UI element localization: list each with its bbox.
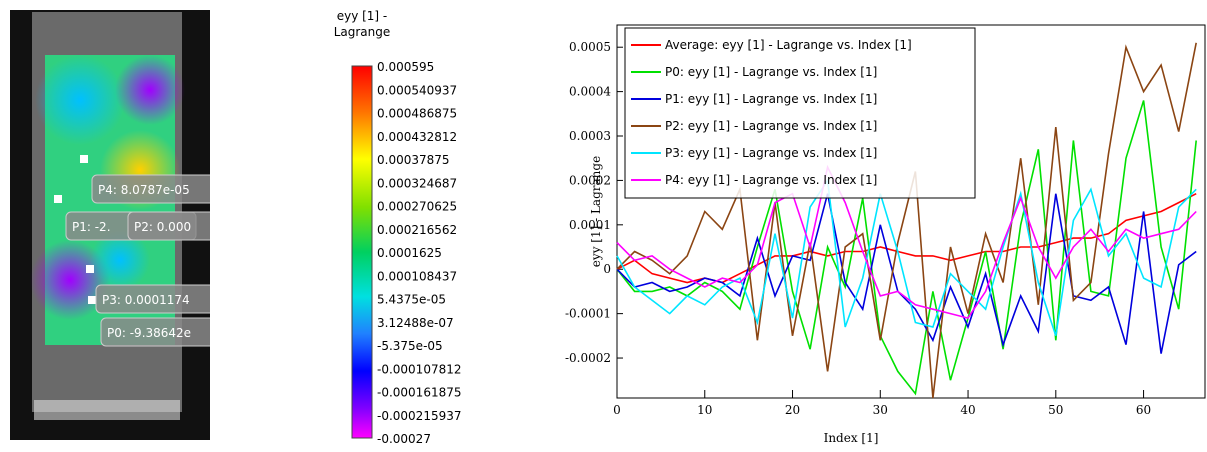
y-tick-label: -0.0002 (565, 351, 611, 365)
y-tick-label: 0.0003 (569, 129, 611, 143)
y-tick-label: -0.0001 (565, 307, 611, 321)
series-line (616, 164, 1197, 320)
chart: -0.0002 -0.0001 0 0.0001 0.0002 0.0003 0.0004 0… (565, 24, 1206, 445)
x-tick-label: 10 (697, 403, 712, 417)
colorbar-label: -0.000107812 (377, 362, 462, 376)
x-axis-label: Index [1] (824, 431, 879, 445)
colorbar-title: Lagrange (334, 25, 391, 39)
series-line (616, 42, 1197, 399)
colorbar-label: 0.000486875 (377, 107, 457, 121)
colorbar-label: 0.0001625 (377, 246, 442, 260)
point-label: P4: 8.0787e-05 (98, 183, 190, 197)
legend-label: Average: eyy [1] - Lagrange vs. Index [1… (665, 38, 912, 52)
colorbar-label: 5.4375e-05 (377, 293, 446, 307)
y-tick-label: 0.0004 (569, 85, 611, 99)
y-tick-label: 0.0005 (569, 40, 611, 54)
x-tick-label: 60 (1136, 403, 1151, 417)
legend-box (624, 27, 976, 199)
point-label: P3: 0.0001174 (102, 293, 190, 307)
point-label-box (91, 174, 210, 204)
colorbar-label: -0.000215937 (377, 409, 462, 423)
x-tick-label: 30 (873, 403, 888, 417)
colorbar-label: 0.000270625 (377, 200, 457, 214)
y-axis-label: eyy [1] - Lagrange (589, 156, 603, 267)
colorbar-label: 0.000324687 (377, 176, 457, 190)
colorbar-label: -0.00027 (377, 432, 431, 446)
y-tick-label: 0 (603, 262, 611, 276)
point-label: P2: 0.000 (134, 220, 191, 234)
point-label: P0: -9.38642e (107, 326, 191, 340)
legend-label: P1: eyy [1] - Lagrange vs. Index [1] (665, 92, 877, 106)
x-tick-label: 40 (960, 403, 975, 417)
colorbar-label: -5.375e-05 (377, 339, 443, 353)
legend-label: P4: eyy [1] - Lagrange vs. Index [1] (665, 173, 877, 187)
point-label-box (95, 284, 210, 314)
colorbar-label: 0.000216562 (377, 223, 457, 237)
x-tick-label: 20 (785, 403, 800, 417)
specimen-image: P4: 8.0787e-05 P1: -2. P2: 0.000 P3: 0.0001… (10, 10, 210, 440)
x-tick-label: 50 (1048, 403, 1063, 417)
legend-label: P2: eyy [1] - Lagrange vs. Index [1] (665, 119, 877, 133)
y-tick-label: 0.0001 (569, 218, 611, 232)
colorbar-label: 0.00037875 (377, 153, 450, 167)
colorbar-title: eyy [1] - (337, 9, 388, 23)
colorbar-label: 0.000595 (377, 60, 434, 74)
x-tick-label: 0 (613, 403, 621, 417)
colorbar-scale (351, 65, 373, 439)
point-label-box (100, 317, 210, 347)
y-tick-label: 0.0002 (569, 173, 611, 187)
point-label-box (127, 211, 210, 241)
colorbar-label: -0.000161875 (377, 386, 462, 400)
colorbar: eyy [1] - Lagrange 0.000595 0.000540937 0.00… (334, 9, 462, 446)
colorbar-label: 0.000540937 (377, 83, 457, 97)
series-line (616, 193, 1197, 354)
colorbar-label: 0.000108437 (377, 269, 457, 283)
colorbar-label: 0.000432812 (377, 130, 457, 144)
colorbar-label: 3.12488e-07 (377, 316, 454, 330)
legend-label: P3: eyy [1] - Lagrange vs. Index [1] (665, 146, 877, 160)
series-line (616, 178, 1197, 337)
legend-label: P0: eyy [1] - Lagrange vs. Index [1] (665, 65, 877, 79)
point-label: P1: -2. (72, 220, 111, 234)
